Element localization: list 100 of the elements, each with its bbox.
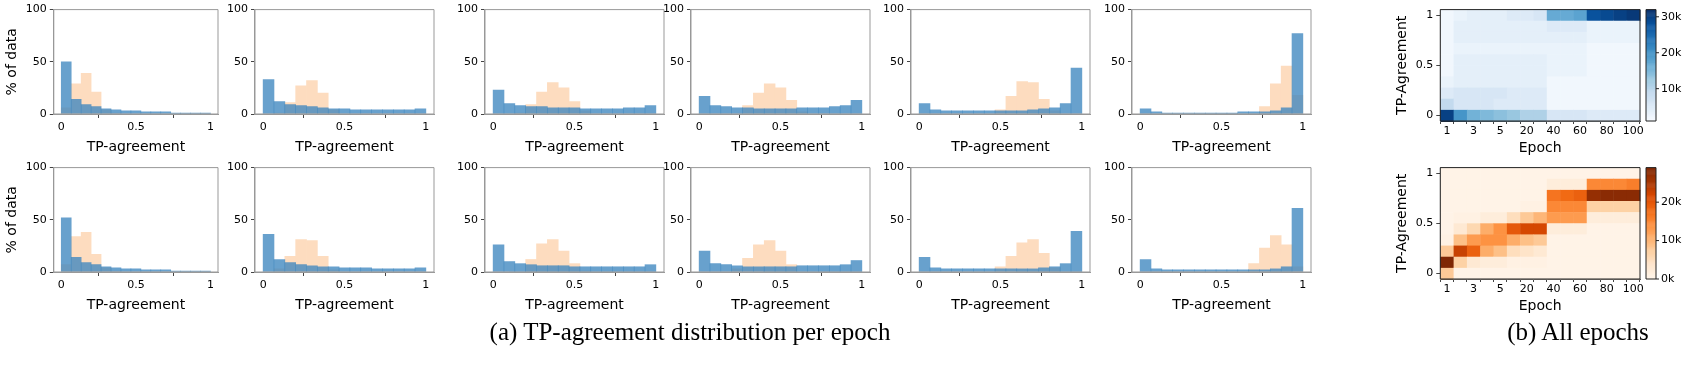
x-tick-label: 1 [858, 278, 866, 292]
y-tick-label: 0 [241, 264, 248, 278]
x-tick-label: 0.5 [771, 278, 790, 292]
x-tick-label: 1 [1078, 120, 1086, 134]
x-axis-title: TP-agreement [85, 138, 186, 155]
x-tick-label: 1 [1078, 278, 1086, 292]
y-tick-label: 0 [677, 106, 684, 120]
y-tick-label: 100 [883, 160, 904, 174]
y-tick-label: 100 [1104, 2, 1125, 16]
x-tick-label: 0.5 [565, 120, 584, 134]
y-tick-label: 0 [897, 106, 904, 120]
x-tick-label: 0.5 [127, 120, 145, 134]
x-axis-title: TP-agreement [730, 138, 831, 155]
y-tick-label: 50 [1111, 54, 1125, 68]
x-tick-label: 0 [1136, 278, 1144, 292]
y-axis-title: TP-Agreement [1393, 15, 1410, 116]
y-tick-label: 100 [457, 2, 478, 16]
color-bar-label: 0k [1661, 271, 1675, 285]
x-tick-label: 0 [259, 120, 267, 134]
x-axis-title: TP-agreement [950, 296, 1051, 313]
x-tick-label: 1 [422, 278, 430, 292]
x-tick-label: 1 [207, 278, 215, 292]
y-axis-title: % of data [3, 186, 20, 254]
x-tick-label: 1 [422, 120, 430, 134]
x-tick-label: 1 [1443, 124, 1451, 138]
x-tick-label: 1 [652, 120, 660, 134]
y-tick-label: 100 [663, 160, 684, 174]
y-tick-label: 0 [1118, 106, 1125, 120]
color-bar-label: 30k [1661, 9, 1682, 23]
y-tick-label: 100 [1104, 160, 1125, 174]
y-tick-label: 50 [234, 212, 248, 226]
y-axis-title: % of data [3, 28, 20, 96]
x-axis-title: TP-agreement [294, 296, 395, 313]
y-tick-label: 0 [1118, 264, 1125, 278]
color-bar-label: 10k [1661, 233, 1682, 247]
text: (a) TP-agreement distribution per epoch [488, 318, 892, 346]
x-tick-label: 0.5 [127, 278, 145, 292]
x-axis-title: TP-agreement [294, 138, 395, 155]
x-tick-label: 0.5 [1212, 278, 1231, 292]
y-tick-label: 50 [1111, 212, 1125, 226]
x-axis-title: TP-agreement [950, 138, 1051, 155]
y-tick-label: 0 [471, 106, 478, 120]
y-tick-label: 100 [227, 2, 248, 16]
text: (b) All epochs [1506, 318, 1650, 346]
x-tick-label: 60 [1573, 124, 1588, 138]
x-tick-label: 0 [57, 278, 65, 292]
x-tick-label: 0.5 [335, 120, 354, 134]
x-tick-label: 0.5 [565, 278, 584, 292]
x-tick-label: 1 [858, 120, 866, 134]
x-tick-label: 0.5 [1212, 120, 1231, 134]
x-axis-title: TP-agreement [524, 296, 625, 313]
x-axis-title: Epoch [1518, 139, 1562, 156]
y-tick-label: 0 [241, 106, 248, 120]
y-tick-label: 50 [670, 212, 684, 226]
x-tick-label: 0 [915, 278, 923, 292]
y-tick-label: 50 [464, 212, 478, 226]
x-tick-label: 5 [1496, 124, 1504, 138]
x-tick-label: 40 [1546, 282, 1561, 296]
y-tick-label: 50 [234, 54, 248, 68]
y-tick-label: 0 [39, 264, 47, 278]
y-tick-label: 100 [457, 160, 478, 174]
x-tick-label: 3 [1470, 282, 1478, 296]
x-axis-title: TP-agreement [1171, 138, 1272, 155]
x-tick-label: 0 [57, 120, 65, 134]
y-tick-label: 100 [663, 2, 684, 16]
x-tick-label: 0.5 [771, 120, 790, 134]
x-tick-label: 0 [489, 120, 497, 134]
y-tick-label: 1 [1426, 166, 1434, 180]
x-tick-label: 1 [1443, 282, 1451, 296]
x-axis-title: TP-agreement [1171, 296, 1272, 313]
y-tick-label: 100 [227, 160, 248, 174]
x-tick-label: 0.5 [991, 278, 1010, 292]
y-tick-label: 0.5 [1415, 216, 1434, 230]
x-tick-label: 0.5 [335, 278, 354, 292]
y-tick-label: 50 [890, 54, 904, 68]
x-tick-label: 80 [1599, 124, 1614, 138]
color-bar-label: 20k [1661, 195, 1682, 209]
x-tick-label: 0 [259, 278, 267, 292]
x-tick-label: 1 [652, 278, 660, 292]
y-tick-label: 50 [32, 212, 47, 226]
x-tick-label: 1 [207, 120, 215, 134]
x-tick-label: 0 [1136, 120, 1144, 134]
y-tick-label: 0 [39, 106, 47, 120]
y-tick-label: 0 [1426, 266, 1434, 280]
x-tick-label: 60 [1573, 282, 1588, 296]
x-tick-label: 40 [1546, 124, 1561, 138]
y-tick-label: 50 [890, 212, 904, 226]
x-axis-title: Epoch [1518, 297, 1562, 314]
y-tick-label: 0 [471, 264, 478, 278]
x-tick-label: 5 [1496, 282, 1504, 296]
x-tick-label: 0 [695, 278, 703, 292]
x-tick-label: 0.5 [991, 120, 1010, 134]
x-tick-label: 0 [489, 278, 497, 292]
y-tick-label: 0 [1426, 108, 1434, 122]
y-tick-label: 1 [1426, 8, 1434, 22]
y-tick-label: 100 [883, 2, 904, 16]
color-bar-label: 10k [1661, 81, 1682, 95]
y-tick-label: 0 [897, 264, 904, 278]
x-tick-label: 100 [1622, 282, 1644, 296]
y-tick-label: 0.5 [1415, 58, 1434, 72]
